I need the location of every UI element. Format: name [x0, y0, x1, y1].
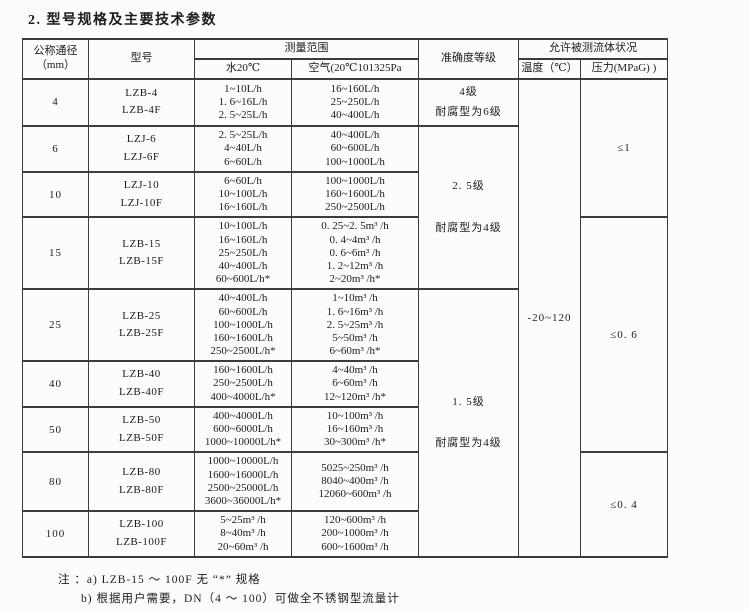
- header-accuracy: 准确度等级: [418, 38, 519, 80]
- header-dn: 公称通径 （mm）: [22, 38, 89, 80]
- table-row: 40 LZB-40 LZB-40F 160~1600L/h 250~2500L/h …: [22, 360, 668, 408]
- header-temperature: 温度（℃）: [518, 57, 581, 80]
- table-row: 25 LZB-25 LZB-25F 40~400L/h 60~600L/h 100~…: [22, 288, 668, 558]
- header-water: 水20℃: [194, 57, 292, 80]
- table-row: 4 LZB-4 LZB-4F 1~10L/h 1. 6~16L/h 2. 5~25L…: [22, 77, 668, 558]
- cell-dn: 80: [22, 451, 89, 513]
- header-range: 测量范围: [194, 38, 419, 60]
- cell-temperature: -20~120: [518, 77, 581, 558]
- cell-model: LZB-15 LZB-15F: [88, 216, 195, 291]
- cell-air-range: 1~10m³ /h 1. 6~16m³ /h 2. 5~25m³ /h 5~50…: [291, 288, 419, 363]
- table-row: 80 LZB-80 LZB-80F 1000~10000L/h 1600~16000…: [22, 451, 668, 558]
- cell-accuracy: 1. 5级 耐腐型为4级: [418, 288, 519, 558]
- cell-dn: 50: [22, 405, 89, 454]
- header-pressure: 压力(MPaG) ): [580, 57, 668, 80]
- spec-table: 公称通径 （mm） 型号 测量范围 准确度等级 允许被测流体状况 水20℃ 空气…: [22, 38, 668, 558]
- cell-air-range: 120~600m³ /h 200~1000m³ /h 600~1600m³ /h: [291, 510, 419, 558]
- cell-water-range: 1000~10000L/h 1600~16000L/h 2500~25000L/…: [194, 451, 292, 513]
- cell-model: LZB-4 LZB-4F: [88, 77, 195, 128]
- cell-air-range: 5025~250m³ /h 8040~400m³ /h 12060~600m³ …: [291, 451, 419, 513]
- cell-dn: 6: [22, 125, 89, 173]
- cell-pressure: ≤1: [580, 77, 668, 219]
- cell-pressure: ≤0. 4: [580, 451, 668, 558]
- cell-dn: 15: [22, 216, 89, 291]
- header-row-1: 公称通径 （mm） 型号 测量范围 准确度等级 允许被测流体状况: [22, 38, 668, 80]
- cell-model: LZB-40 LZB-40F: [88, 360, 195, 408]
- cell-model: LZB-50 LZB-50F: [88, 405, 195, 454]
- header-row-2: 水20℃ 空气(20℃101325Pa 温度（℃） 压力(MPaG) ): [23, 57, 668, 80]
- cell-dn: 40: [22, 360, 89, 408]
- cell-air-range: 40~400L/h 60~600L/h 100~1000L/h: [291, 125, 419, 173]
- cell-model: LZB-25 LZB-25F: [88, 288, 195, 363]
- table-row: 15 LZB-15 LZB-15F 10~100L/h 16~160L/h 25~2…: [22, 216, 668, 454]
- header-model: 型号: [88, 38, 195, 80]
- cell-water-range: 5~25m³ /h 8~40m³ /h 20~60m³ /h: [194, 510, 292, 558]
- cell-model: LZJ-10 LZJ-10F: [88, 170, 195, 219]
- cell-dn: 10: [22, 170, 89, 219]
- cell-dn: 100: [22, 510, 89, 558]
- cell-water-range: 400~4000L/h 600~6000L/h 1000~10000L/h*: [194, 405, 292, 454]
- cell-dn: 4: [22, 77, 89, 128]
- table-row: 6 LZJ-6 LZJ-6F 2. 5~25L/h 4~40L/h 6~60L/h 4…: [22, 125, 668, 291]
- cell-model: LZJ-6 LZJ-6F: [88, 125, 195, 173]
- section-title: 2. 型号规格及主要技术参数: [28, 13, 217, 28]
- note-a: 注 ：a) LZB-15 ～ 100F 无 “*” 规格: [58, 573, 261, 586]
- cell-accuracy: 2. 5级 耐腐型为4级: [418, 125, 519, 291]
- cell-water-range: 6~60L/h 10~100L/h 16~160L/h: [194, 170, 292, 219]
- cell-accuracy: 4级 耐腐型为6级: [418, 77, 519, 128]
- cell-air-range: 100~1000L/h 160~1600L/h 250~2500L/h: [291, 170, 419, 219]
- cell-air-range: 4~40m³ /h 6~60m³ /h 12~120m³ /h*: [291, 360, 419, 408]
- cell-water-range: 2. 5~25L/h 4~40L/h 6~60L/h: [194, 125, 292, 173]
- note-b: b) 根据用户需要，DN（4 ～ 100）可做全不锈钢型流量计: [81, 593, 400, 606]
- cell-dn: 25: [22, 288, 89, 363]
- cell-model: LZB-80 LZB-80F: [88, 451, 195, 513]
- cell-water-range: 160~1600L/h 250~2500L/h 400~4000L/h*: [194, 360, 292, 408]
- notes: 注 ：a) LZB-15 ～ 100F 无 “*” 规格 b) 根据用户需要，D…: [58, 571, 750, 610]
- cell-air-range: 10~100m³ /h 16~160m³ /h 30~300m³ /h*: [291, 405, 419, 454]
- cell-pressure: ≤0. 6: [580, 216, 668, 454]
- header-air: 空气(20℃101325Pa: [291, 57, 419, 80]
- cell-water-range: 40~400L/h 60~600L/h 100~1000L/h 160~1600…: [194, 288, 292, 363]
- cell-model: LZB-100 LZB-100F: [88, 510, 195, 558]
- cell-water-range: 10~100L/h 16~160L/h 25~250L/h 40~400L/h …: [194, 216, 292, 291]
- table-row: 100 LZB-100 LZB-100F 5~25m³ /h 8~40m³ /h 2…: [22, 510, 668, 558]
- cell-water-range: 1~10L/h 1. 6~16L/h 2. 5~25L/h: [194, 77, 292, 128]
- table-row: 50 LZB-50 LZB-50F 400~4000L/h 600~6000L/h …: [22, 405, 668, 454]
- cell-air-range: 16~160L/h 25~250L/h 40~400L/h: [291, 77, 419, 128]
- spec-table-body: 4 LZB-4 LZB-4F 1~10L/h 1. 6~16L/h 2. 5~25L…: [22, 77, 668, 558]
- cell-air-range: 0. 25~2. 5m³ /h 0. 4~4m³ /h 0. 6~6m³ /h …: [291, 216, 419, 291]
- header-fluid: 允许被测流体状况: [518, 38, 668, 60]
- table-row: 10 LZJ-10 LZJ-10F 6~60L/h 10~100L/h 16~160…: [22, 170, 668, 219]
